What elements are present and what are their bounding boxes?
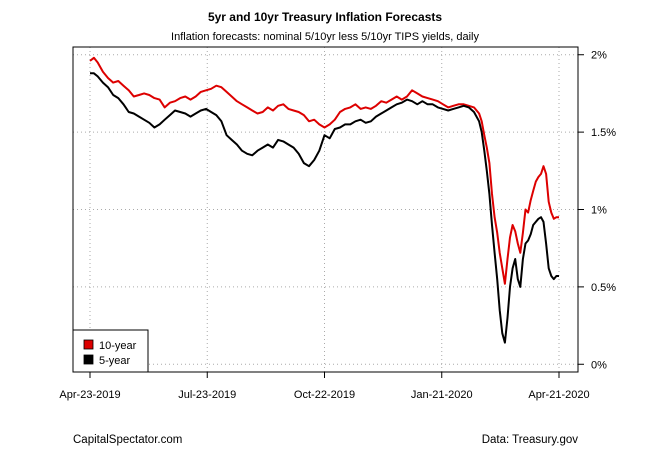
y-tick-label: 1.5% [591,127,616,139]
chart-title: 5yr and 10yr Treasury Inflation Forecast… [208,10,442,24]
grid [73,47,578,372]
y-tick-label: 1% [591,205,607,217]
x-axis: Apr-23-2019 Jul-23-2019 Oct-22-2019 Jan-21-… [59,372,590,401]
x-tick-label: Jan-21-2020 [411,389,473,401]
legend-label-10-year: 10-year [99,340,137,352]
series-line-5-year [90,72,559,344]
legend-swatch-5-year [83,354,94,365]
x-tick-label: Apr-21-2020 [528,389,589,401]
x-tick-label: Apr-23-2019 [59,389,120,401]
footer-source-right: Data: Treasury.gov [482,434,579,446]
y-tick-label: 2% [591,50,607,62]
y-axis: 0% 0.5% 1% 1.5% 2% [578,50,616,371]
x-tick-label: Oct-22-2019 [294,389,355,401]
legend-box [72,329,149,373]
chart-subtitle: Inflation forecasts: nominal 5/10yr less… [171,31,479,43]
footer-source-left: CapitalSpectator.com [73,434,182,446]
y-tick-label: 0% [591,359,607,371]
series-lines [89,56,559,344]
series-line-10-year [89,56,559,285]
x-tick-label: Jul-23-2019 [178,389,236,401]
y-tick-label: 0.5% [591,282,616,294]
legend-label-5-year: 5-year [99,355,131,367]
legend: 10-year 5-year [72,329,149,373]
legend-swatch-10-year [83,339,94,350]
